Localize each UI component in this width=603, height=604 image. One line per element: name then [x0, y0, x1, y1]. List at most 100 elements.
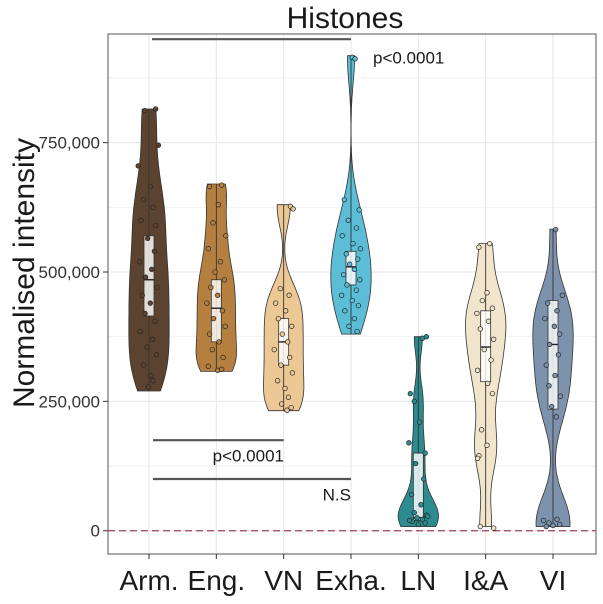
- data-point-arm: [151, 248, 158, 254]
- data-point-i-a: [474, 367, 481, 373]
- x-axis: Arm. Eng. VN Exha. LN I&A VI: [119, 554, 566, 596]
- violin-group-vn: [263, 203, 305, 413]
- significance-bracket-3: N.S: [153, 477, 351, 504]
- data-point-vi: [557, 521, 563, 528]
- data-point-vn: [285, 394, 292, 400]
- data-point-arm: [155, 142, 162, 148]
- data-point-vi: [540, 517, 547, 524]
- data-point-vi: [557, 331, 563, 337]
- data-point-i-a: [491, 336, 497, 342]
- data-point-vi: [552, 372, 558, 379]
- data-point-vn: [278, 362, 284, 368]
- data-point-eng: [220, 354, 226, 361]
- data-point-eng: [204, 300, 210, 306]
- data-point-vi: [546, 520, 552, 526]
- data-point-arm: [135, 163, 141, 169]
- data-point-exha: [345, 217, 351, 223]
- data-point-eng: [219, 308, 226, 314]
- data-point-arm: [149, 336, 156, 342]
- data-point-vn: [289, 323, 295, 329]
- data-point-vi: [553, 414, 560, 420]
- data-point-eng: [223, 233, 229, 239]
- data-point-eng: [219, 182, 225, 188]
- data-point-arm: [153, 222, 159, 229]
- data-point-vi: [554, 516, 560, 522]
- data-point-i-a: [479, 297, 485, 304]
- data-point-vi: [554, 308, 560, 314]
- chart-title: Histones: [287, 2, 404, 35]
- data-point-ln: [406, 440, 412, 446]
- data-point-arm: [148, 372, 154, 379]
- data-point-vi: [546, 383, 552, 389]
- data-point-arm: [149, 266, 155, 273]
- data-point-i-a: [485, 318, 492, 324]
- data-point-vi: [546, 341, 553, 348]
- violin-group-i-a: [465, 240, 507, 531]
- data-point-arm: [140, 362, 147, 368]
- data-point-exha: [339, 233, 345, 239]
- data-point-exha: [353, 287, 360, 293]
- data-point-arm: [145, 384, 151, 390]
- data-point-vn: [287, 354, 293, 361]
- data-point-arm: [154, 284, 160, 291]
- data-point-i-a: [474, 455, 481, 461]
- data-point-i-a: [477, 523, 483, 530]
- data-point-vi: [550, 522, 556, 529]
- data-point-arm: [142, 274, 149, 280]
- data-point-i-a: [474, 310, 480, 317]
- y-tick-label: 0: [91, 522, 100, 541]
- data-point-vn: [286, 292, 292, 298]
- violin-group-exha: [330, 54, 372, 335]
- data-point-i-a: [487, 240, 493, 247]
- data-point-ln: [421, 476, 427, 482]
- data-point-arm: [139, 292, 145, 298]
- data-point-vi: [551, 323, 557, 329]
- significance-label: p<0.0001: [373, 48, 444, 67]
- data-point-i-a: [485, 380, 491, 386]
- data-point-vn: [289, 370, 296, 376]
- data-point-ln: [411, 509, 417, 516]
- data-point-exha: [340, 271, 347, 278]
- data-point-exha: [354, 328, 360, 335]
- data-point-vi: [553, 226, 559, 233]
- x-tick-label-eng: Eng.: [188, 565, 246, 596]
- y-tick-label: 750,000: [39, 134, 100, 153]
- data-point-ln: [415, 521, 421, 528]
- data-point-arm: [152, 318, 158, 324]
- data-point-arm: [140, 196, 147, 203]
- violin-group-eng: [195, 182, 237, 373]
- data-point-ln: [419, 516, 426, 522]
- data-point-eng: [215, 202, 222, 208]
- significance-bracket-2: p<0.0001: [153, 439, 284, 466]
- data-point-eng: [219, 366, 225, 372]
- significance-label: N.S: [323, 485, 351, 504]
- data-point-vn: [285, 339, 291, 345]
- data-point-vn: [275, 315, 281, 322]
- x-tick-label-arm: Arm.: [119, 565, 178, 596]
- data-point-i-a: [481, 346, 487, 353]
- data-point-ln: [417, 419, 423, 425]
- box-ln: [412, 452, 424, 521]
- data-point-arm: [142, 107, 148, 114]
- data-point-vi: [543, 362, 549, 368]
- data-point-vi: [543, 523, 549, 530]
- data-point-vi: [555, 352, 562, 358]
- y-axis: 0 250,000 500,000 750,000: [39, 134, 108, 541]
- data-point-vi: [557, 393, 564, 399]
- data-point-ln: [407, 390, 413, 397]
- x-tick-label-i-a: I&A: [463, 565, 508, 596]
- data-point-exha: [338, 292, 345, 298]
- violin-group-arm: [128, 106, 170, 392]
- data-point-i-a: [491, 525, 497, 531]
- data-point-exha: [355, 302, 362, 309]
- data-point-eng: [222, 323, 228, 329]
- significance-annotations: p<0.0001 p<0.0001 N.S: [152, 38, 444, 504]
- data-point-arm: [144, 344, 150, 350]
- data-point-i-a: [489, 390, 496, 397]
- data-point-eng: [216, 339, 222, 345]
- data-point-exha: [342, 308, 348, 314]
- data-point-exha: [351, 266, 358, 273]
- data-point-arm: [136, 259, 143, 265]
